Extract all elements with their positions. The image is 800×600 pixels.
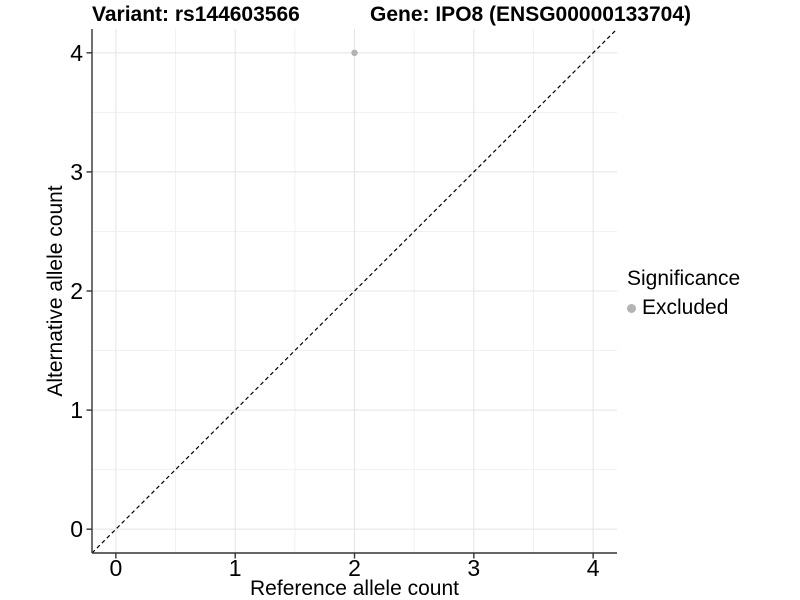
x-tick-label: 1 xyxy=(229,555,242,581)
legend-title: Significance xyxy=(627,267,741,290)
x-tick-label: 4 xyxy=(587,555,600,581)
y-tick-label: 0 xyxy=(70,516,83,542)
x-tick-label: 2 xyxy=(348,555,361,581)
plot-title-variant: Variant: rs144603566 xyxy=(92,3,300,26)
x-tick-label: 0 xyxy=(109,555,122,581)
y-tick-label: 3 xyxy=(70,159,83,185)
x-axis-title: Reference allele count xyxy=(250,577,459,600)
x-tick-label: 3 xyxy=(467,555,480,581)
legend-item-label: Excluded xyxy=(642,296,729,319)
y-tick-label: 1 xyxy=(70,397,83,423)
y-tick-label: 4 xyxy=(70,40,83,66)
legend-item-excluded: Excluded xyxy=(627,296,740,320)
y-axis-title: Alternative allele count xyxy=(44,185,67,397)
data-point xyxy=(351,49,358,57)
legend: Significance Excluded xyxy=(627,267,740,320)
identity-dashed-line xyxy=(91,28,618,554)
plot-title-gene: Gene: IPO8 (ENSG00000133704) xyxy=(370,3,692,26)
y-tick-label: 2 xyxy=(70,278,83,304)
legend-point-icon xyxy=(627,303,636,313)
